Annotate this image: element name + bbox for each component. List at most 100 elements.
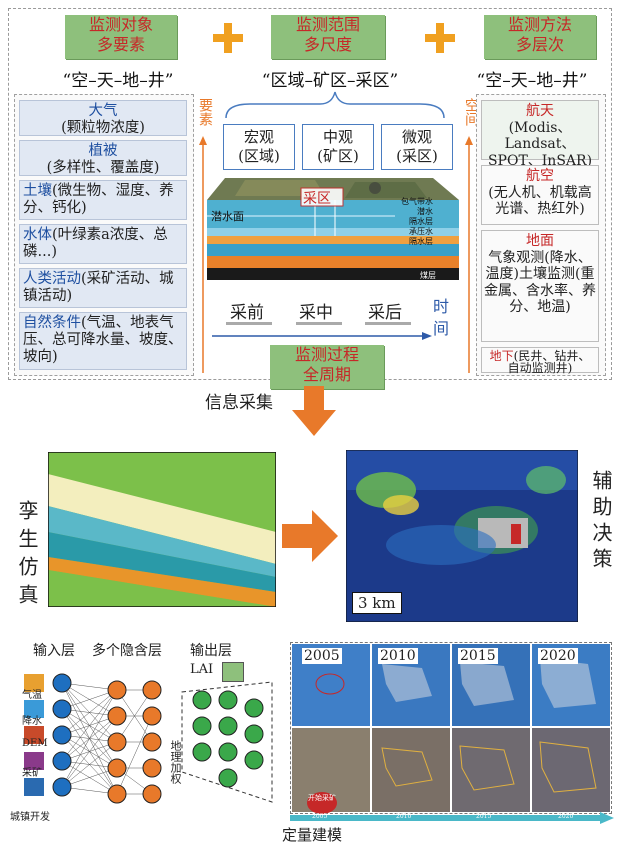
element-soil: 土壤(微生物、湿度、养分、钙化) [19, 180, 187, 220]
left-quote: “空–天–地–井” [62, 71, 174, 91]
scale-line1: 微观 [401, 128, 432, 146]
scale-micro: 微观 (采区) [381, 124, 453, 170]
scale-bar: 3 km [352, 592, 402, 614]
element-desc: (颗粒物浓度) [61, 120, 145, 136]
method-box-line2: 多层次 [515, 35, 564, 54]
element-water: 水体(叶绿素a浓度、总磷...) [19, 224, 187, 264]
scale-line2: (采区) [396, 147, 438, 165]
phase-bar [296, 322, 342, 325]
layer-label: 隔水层 [409, 217, 433, 226]
year-image-rgb [532, 728, 610, 812]
method-ground: 地面 气象观测(降水、温度)土壤监测(重金属、含水率、养分、地温) [481, 230, 599, 342]
info-collection-label: 信息采集 [205, 393, 273, 413]
phase-before: 采前 [230, 303, 264, 323]
timeline-year: 2015 [476, 813, 492, 820]
element-natural-conditions: 自然条件(气温、地表气压、总可降水量、坡度、坡向) [19, 312, 187, 370]
plus-icon [213, 23, 243, 53]
right-side-arrow [465, 136, 473, 373]
method-desc: (民井、钻井、自动监测井) [507, 349, 591, 375]
process-box: 监测过程 全周期 [270, 345, 384, 389]
element-title: 水体 [23, 227, 52, 243]
layer-labels: 包气带水 潜水 隔水层 承压水 隔水层 [373, 197, 433, 247]
element-atmosphere: 大气 (颗粒物浓度) [19, 100, 187, 136]
method-box: 监测方法 多层次 [484, 15, 596, 59]
geo-weight-label: 地理加权 [169, 740, 182, 784]
year-image-overlays [315, 658, 597, 793]
phase-bar [226, 322, 272, 325]
elements-panel: 大气 (颗粒物浓度) 植被 (多样性、覆盖度) 土壤(微生物、湿度、养分、钙化)… [14, 94, 194, 376]
methods-panel: 航天 (Modis、Landsat、SPOT、InSAR) 航空 (无人机、机载… [476, 94, 606, 376]
range-box-line2: 多尺度 [303, 35, 352, 54]
method-space: 航天 (Modis、Landsat、SPOT、InSAR) [481, 100, 599, 169]
right-quote: “空–天–地–井” [476, 71, 588, 91]
block-label: 采区 [303, 191, 331, 207]
input-urban: 城镇开发 [10, 812, 50, 823]
layer-label-coal: 煤层 [420, 271, 436, 280]
time-arrow [212, 332, 432, 340]
scale-bar-label: 3 km [358, 594, 396, 612]
neural-network [24, 673, 273, 804]
year-label-2005: 2005 [302, 648, 342, 664]
layer-label: 潜水 [417, 207, 433, 216]
timeline-year: 2010 [396, 813, 412, 820]
method-air: 航空 (无人机、机载高光谱、热红外) [481, 165, 599, 225]
process-box-line2: 全周期 [302, 365, 351, 384]
element-desc: (气温、地表气压、总可降水量、坡度、坡向) [23, 315, 183, 365]
element-title: 植被 [88, 143, 118, 159]
phase-during: 采中 [299, 303, 333, 323]
target-box-line1: 监测对象 [88, 15, 153, 34]
method-desc: 气象观测(降水、温度)土壤监测(重金属、含水率、养分、地温) [484, 249, 596, 316]
element-vegetation: 植被 (多样性、覆盖度) [19, 140, 187, 176]
lai-thumbnail [222, 662, 244, 682]
layer-label: 承压水 [409, 227, 433, 236]
scale-meso: 中观 (矿区) [302, 124, 374, 170]
scale-macro: 宏观 (区域) [223, 124, 295, 170]
scale-line2: (区域) [238, 147, 280, 165]
method-title: 地面 [526, 233, 554, 249]
year-label-2015: 2015 [458, 648, 498, 664]
decision-label: 辅助决策 [589, 470, 613, 574]
element-human-activity: 人类活动(采矿活动、城镇活动) [19, 268, 187, 308]
twin-label: 孪生仿真 [15, 500, 39, 612]
element-title: 自然条件 [23, 315, 81, 331]
input-dem: DEM [22, 738, 48, 749]
output-layer-label: 输出层 [190, 643, 232, 659]
water-table-label: 潜水面 [211, 210, 244, 223]
phase-after: 采后 [368, 303, 402, 323]
element-title: 人类活动 [23, 271, 81, 287]
geology-block [207, 178, 459, 280]
year-label-2020: 2020 [538, 648, 578, 664]
method-desc: (无人机、机载高光谱、热红外) [488, 184, 592, 218]
time-label: 时间 [433, 297, 450, 338]
hidden-layers-label: 多个隐含层 [92, 643, 162, 659]
element-desc: (采矿活动、城镇活动) [23, 271, 174, 304]
target-box-line2: 多要素 [96, 35, 145, 54]
left-side-arrow [199, 136, 207, 373]
right-side-label: 空间 [463, 98, 479, 126]
method-title: 航空 [526, 168, 554, 184]
scale-line1: 宏观 [243, 128, 274, 146]
decision-map-image [346, 450, 578, 622]
center-quote: “区域–矿区–采区” [261, 71, 399, 91]
twin-simulation-image [48, 452, 276, 607]
method-title: 地下 [489, 349, 514, 363]
start-mining-marker: 开始采矿 [307, 792, 337, 814]
timeline-arrow [290, 812, 614, 824]
phase-bar [365, 322, 411, 325]
down-arrow-icon [292, 386, 336, 436]
range-box-line1: 监测范围 [295, 15, 360, 34]
output-name: LAI [190, 662, 214, 677]
method-underground: 地下(民井、钻井、自动监测井) [481, 347, 599, 375]
layer-label: 隔水层 [409, 237, 433, 246]
input-precip: 降水 [22, 716, 42, 727]
scale-line1: 中观 [322, 128, 353, 146]
range-box: 监测范围 多尺度 [271, 15, 385, 59]
scale-brace [225, 91, 445, 119]
target-box: 监测对象 多要素 [65, 15, 177, 59]
input-layer-label: 输入层 [33, 643, 75, 659]
scale-line2: (矿区) [317, 147, 359, 165]
method-box-line1: 监测方法 [507, 15, 572, 34]
method-desc: (Modis、Landsat、SPOT、InSAR) [487, 119, 593, 169]
layer-label: 包气带水 [401, 197, 433, 206]
timeline-year: 2005 [312, 813, 328, 820]
